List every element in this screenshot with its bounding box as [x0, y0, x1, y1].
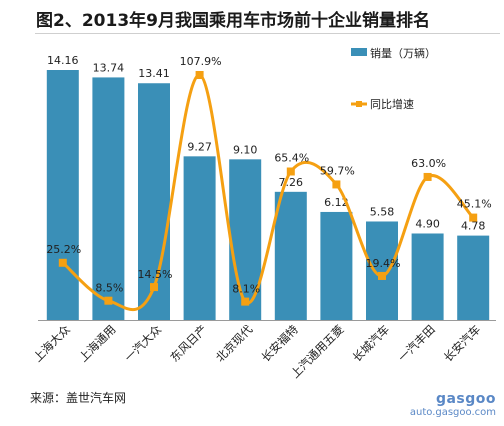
x-tick-label-5: 北京现代	[213, 322, 256, 365]
bar-7	[320, 211, 353, 320]
growth-value-label-9: 63.0%	[411, 157, 446, 170]
watermark-logo: gasgoo	[435, 391, 496, 407]
growth-value-label-2: 8.5%	[95, 282, 123, 295]
growth-line	[61, 73, 475, 312]
growth-value-label-3: 14.5%	[138, 268, 173, 281]
growth-marker-3	[150, 283, 158, 292]
bar-5	[229, 159, 262, 320]
bar-10	[457, 235, 490, 320]
bar-9	[411, 233, 444, 320]
growth-marker-9	[423, 172, 432, 181]
x-tick-label-3: 一汽大众	[122, 322, 165, 365]
bar-value-label-2: 13.74	[93, 61, 125, 74]
bar-value-label-8: 5.58	[370, 205, 395, 218]
growth-marker-1	[58, 258, 67, 267]
bar-value-label-5: 9.10	[233, 143, 258, 156]
x-tick-label-4: 东风日产	[167, 322, 209, 364]
growth-value-label-8: 19.4%	[366, 257, 401, 270]
growth-value-label-6: 65.4%	[274, 152, 309, 165]
bar-value-label-1: 14.16	[47, 54, 79, 67]
x-tick-label-6: 长安福特	[258, 322, 301, 365]
growth-value-label-1: 25.2%	[46, 243, 81, 256]
growth-value-label-10: 45.1%	[457, 198, 492, 211]
legend-bar-swatch	[351, 48, 367, 56]
bar-8	[366, 221, 398, 320]
x-tick-label-1: 上海大众	[30, 322, 73, 365]
x-tick-label-9: 一汽丰田	[395, 322, 437, 364]
growth-marker-10	[469, 213, 478, 222]
bar-1	[46, 70, 79, 320]
bar-value-label-9: 4.90	[415, 217, 440, 230]
bar-value-label-6: 7.26	[279, 176, 304, 189]
bar-3	[138, 83, 170, 321]
watermark-url: auto.gasgoo.com	[409, 407, 496, 418]
bar-value-label-7: 6.12	[324, 196, 349, 209]
legend-bar-label: 销量（万辆）	[370, 46, 436, 60]
bar-value-label-4: 9.27	[187, 140, 212, 153]
chart-title: 图2、2013年9月我国乘用车市场前十企业销量排名	[36, 11, 430, 31]
growth-value-label-4: 107.9%	[180, 55, 222, 68]
x-tick-label-2: 上海通用	[76, 322, 118, 364]
bar-value-label-3: 13.41	[138, 67, 170, 80]
growth-marker-7	[332, 180, 341, 189]
bar-6	[274, 191, 307, 320]
x-tick-label-10: 长安汽车	[441, 322, 483, 364]
growth-marker-8	[378, 271, 386, 280]
growth-marker-4	[195, 71, 204, 79]
growth-marker-2	[104, 296, 113, 305]
watermark: gasgoo auto.gasgoo.com	[410, 391, 496, 418]
growth-value-label-5: 8.1%	[232, 283, 260, 296]
x-tick-label-8: 长城汽车	[350, 322, 392, 364]
bar-2	[92, 77, 125, 320]
title-divider	[35, 33, 500, 34]
legend-line-marker	[356, 101, 362, 107]
growth-value-label-7: 59.7%	[320, 164, 355, 177]
bar-4	[183, 156, 216, 320]
bar-value-label-10: 4.78	[461, 220, 486, 233]
growth-marker-6	[286, 167, 295, 176]
growth-marker-5	[241, 297, 250, 306]
source-note: 来源：盖世汽车网	[30, 391, 127, 405]
legend-line-label: 同比增速	[370, 97, 414, 111]
